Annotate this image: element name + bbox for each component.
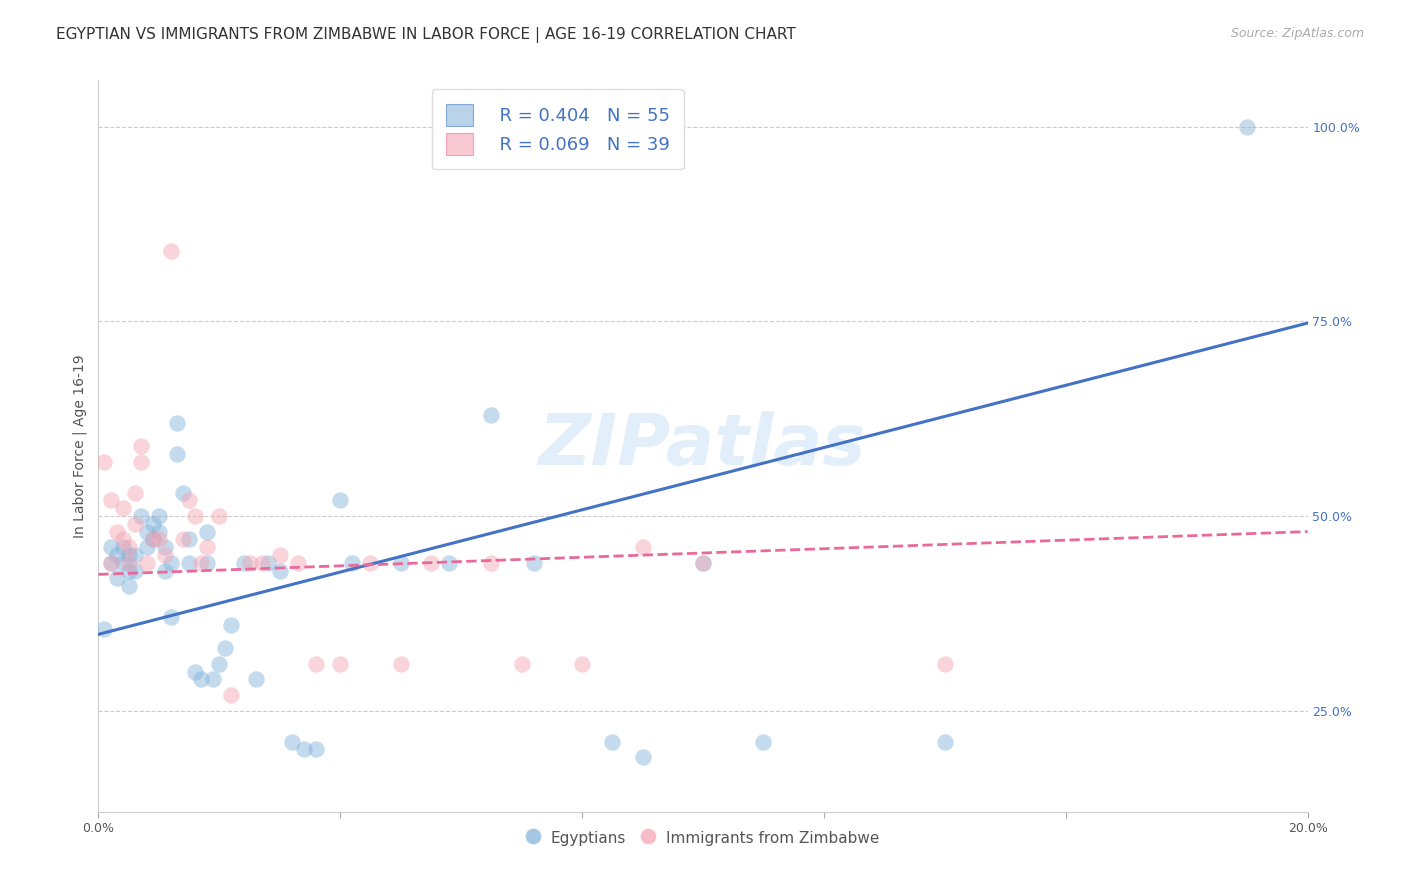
Point (129, 454, 152, 468)
Point (160, 244, 183, 259)
Legend: Egyptians, Immigrants from Zimbabwe: Egyptians, Immigrants from Zimbabwe (519, 822, 887, 855)
Point (510, 657, 533, 671)
Point (329, 493, 352, 508)
Point (124, 485, 146, 500)
Point (118, 556, 141, 570)
Point (111, 533, 134, 547)
Point (124, 516, 146, 531)
Point (153, 540, 176, 554)
Point (195, 524, 218, 539)
Text: EGYPTIAN VS IMMIGRANTS FROM ZIMBABWE IN LABOR FORCE | AGE 16-19 CORRELATION CHAR: EGYPTIAN VS IMMIGRANTS FROM ZIMBABWE IN … (56, 27, 796, 43)
Point (118, 579, 141, 593)
Point (305, 657, 328, 671)
Point (135, 556, 157, 570)
Point (692, 556, 714, 570)
Point (292, 742, 315, 756)
Point (239, 556, 262, 570)
Point (179, 533, 201, 547)
Point (105, 548, 128, 562)
Point (118, 564, 141, 578)
Point (420, 556, 443, 570)
Point (269, 548, 291, 562)
Point (172, 533, 194, 547)
Point (752, 734, 775, 748)
Point (1236, 120, 1258, 134)
Point (135, 540, 157, 554)
Point (934, 657, 956, 671)
Point (111, 540, 134, 554)
Point (93, 622, 115, 636)
Point (571, 657, 593, 671)
Point (105, 571, 128, 585)
Point (184, 509, 207, 524)
Point (208, 509, 231, 524)
Point (129, 439, 152, 453)
Point (111, 556, 134, 570)
Point (100, 556, 122, 570)
Point (232, 556, 254, 570)
Point (153, 564, 176, 578)
Point (190, 673, 212, 687)
Text: ZIPatlas: ZIPatlas (540, 411, 866, 481)
Point (111, 501, 134, 516)
Point (692, 556, 714, 570)
Text: Source: ZipAtlas.com: Source: ZipAtlas.com (1230, 27, 1364, 40)
Y-axis label: In Labor Force | Age 16-19: In Labor Force | Age 16-19 (73, 354, 87, 538)
Point (389, 657, 412, 671)
Point (135, 524, 157, 539)
Point (100, 540, 122, 554)
Point (631, 540, 654, 554)
Point (129, 509, 152, 524)
Point (195, 540, 218, 554)
Point (214, 641, 236, 656)
Point (934, 734, 956, 748)
Point (160, 556, 183, 570)
Point (179, 556, 201, 570)
Point (142, 533, 165, 547)
Point (190, 556, 212, 570)
Point (166, 416, 188, 430)
Point (245, 673, 267, 687)
Point (269, 564, 291, 578)
Point (256, 556, 278, 570)
Point (437, 556, 460, 570)
Point (179, 493, 201, 508)
Point (305, 742, 328, 756)
Point (118, 548, 141, 562)
Point (208, 657, 231, 671)
Point (602, 734, 624, 748)
Point (124, 564, 146, 578)
Point (118, 540, 141, 554)
Point (523, 556, 546, 570)
Point (195, 556, 218, 570)
Point (631, 750, 654, 764)
Point (221, 618, 243, 632)
Point (250, 556, 273, 570)
Point (100, 556, 122, 570)
Point (202, 673, 225, 687)
Point (221, 688, 243, 702)
Point (481, 556, 503, 570)
Point (148, 533, 170, 547)
Point (142, 516, 165, 531)
Point (153, 548, 176, 562)
Point (287, 556, 309, 570)
Point (160, 610, 183, 624)
Point (93, 454, 115, 468)
Point (100, 493, 122, 508)
Point (329, 657, 352, 671)
Point (166, 447, 188, 461)
Point (360, 556, 382, 570)
Point (342, 556, 364, 570)
Point (389, 556, 412, 570)
Point (148, 524, 170, 539)
Point (124, 548, 146, 562)
Point (172, 485, 194, 500)
Point (281, 734, 304, 748)
Point (481, 408, 503, 422)
Point (105, 524, 128, 539)
Point (142, 533, 165, 547)
Point (148, 509, 170, 524)
Point (184, 665, 207, 679)
